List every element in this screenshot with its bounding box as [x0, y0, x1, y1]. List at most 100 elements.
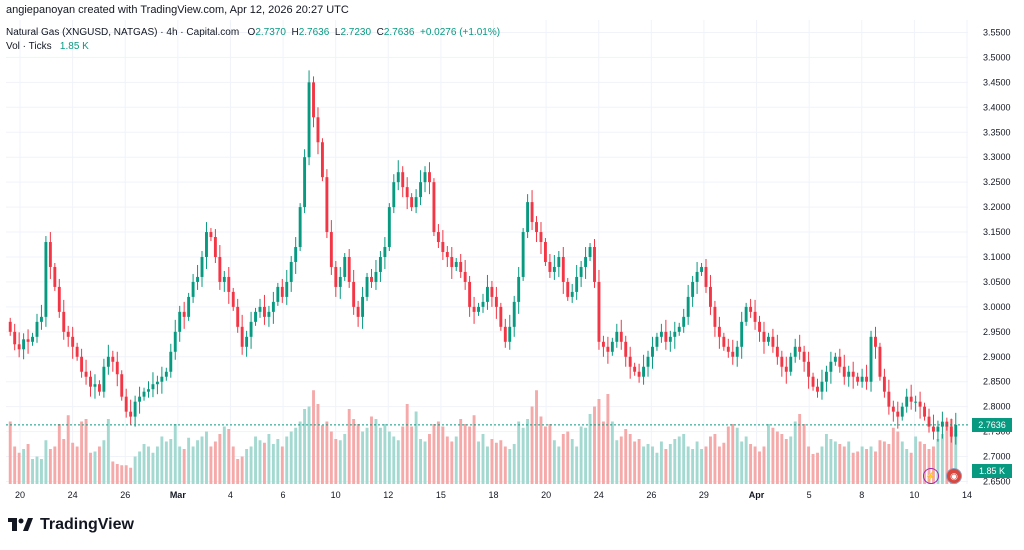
candle-body: [325, 177, 329, 233]
volume-bar: [370, 416, 373, 484]
y-tick-label: 3.1000: [983, 252, 1011, 262]
x-tick-label: Mar: [170, 490, 187, 500]
volume-bar: [378, 427, 382, 484]
candle-body: [552, 266, 556, 272]
volume-bar: [664, 449, 668, 484]
volume-bar: [753, 446, 757, 484]
candle-body: [874, 336, 877, 347]
candle-body: [722, 336, 726, 347]
candle-body: [909, 396, 913, 402]
candle-body: [869, 336, 873, 382]
volume-bar: [298, 421, 302, 484]
candle-body: [147, 389, 150, 392]
volume-bar: [205, 431, 208, 484]
candle-body: [245, 336, 249, 347]
candle-body: [419, 182, 423, 198]
candle-body: [97, 384, 101, 392]
volume-bar: [325, 421, 329, 484]
volume-bar: [842, 446, 846, 484]
lightning-icon[interactable]: ⚡: [923, 468, 939, 484]
x-tick-label: 24: [68, 490, 78, 500]
candle-body: [816, 386, 819, 392]
volume-bar: [570, 439, 574, 484]
volume-bar: [26, 444, 30, 484]
candle-body: [17, 344, 21, 350]
candle-body: [334, 266, 338, 287]
volume-bar: [173, 424, 177, 484]
candle-body: [633, 366, 637, 372]
candle-body: [740, 321, 744, 347]
volume-bar: [923, 444, 926, 484]
legend-change: +0.0276 (+1.01%): [419, 27, 501, 38]
legend-volume-label[interactable]: Vol · Ticks: [6, 41, 52, 52]
volume-bar: [89, 452, 92, 484]
volume-bar: [254, 436, 257, 484]
candle-body: [40, 316, 43, 322]
candle-body: [905, 396, 909, 407]
candle-body: [856, 376, 860, 382]
candle-body: [512, 301, 516, 327]
volume-bar: [633, 441, 637, 484]
candle-body: [80, 356, 84, 372]
y-tick-label: 3.5000: [983, 52, 1011, 62]
candle-body: [659, 331, 663, 337]
time-axis[interactable]: 20 24 26 Mar 4 6 10 12 15 18 20 24 26 29 Apr 5 8 10 14: [15, 490, 972, 500]
candle-body: [222, 276, 226, 282]
volume-bar: [758, 451, 761, 484]
volume-bar: [151, 452, 155, 484]
volume-bar: [584, 427, 588, 484]
candle-body: [436, 232, 440, 243]
volume-bar: [543, 426, 547, 484]
candle-body: [838, 356, 842, 367]
candle-body: [347, 256, 351, 282]
candle-body: [254, 311, 257, 322]
volume-bar: [588, 414, 592, 484]
candle-body: [428, 172, 431, 183]
volume-bar: [236, 459, 240, 484]
candle-body: [312, 82, 315, 118]
candle-body: [26, 339, 30, 342]
candle-body: [891, 406, 895, 412]
volume-bar: [80, 421, 84, 484]
y-tick-label: 3.5500: [983, 27, 1011, 37]
volume-bar: [218, 434, 222, 484]
volume-bar: [726, 426, 730, 484]
us-flag-icon[interactable]: ◉: [946, 468, 962, 484]
volume-bar: [196, 440, 200, 484]
candle-body: [120, 374, 124, 397]
candle-body: [133, 401, 137, 417]
chart-legend: Natural Gas (XNGUSD, NATGAS) · 4h · Capi…: [6, 26, 500, 54]
last-price-tag: 2.7636: [972, 418, 1012, 432]
candle-body: [798, 346, 802, 352]
volume-bar: [878, 440, 882, 484]
candle-body: [35, 321, 39, 337]
volume-bar: [316, 404, 320, 484]
tradingview-logo[interactable]: TradingView: [8, 516, 134, 534]
volume-bar: [31, 459, 34, 484]
candle-body: [539, 232, 543, 243]
volume-bar: [874, 451, 877, 484]
x-tick-label: 4: [228, 490, 233, 500]
legend-symbol-row: Natural Gas (XNGUSD, NATGAS) · 4h · Capi…: [6, 26, 500, 40]
legend-symbol[interactable]: Natural Gas (XNGUSD, NATGAS) · 4h · Capi…: [6, 27, 240, 38]
candle-body: [8, 321, 12, 332]
candle-body: [811, 376, 815, 387]
candle-body: [445, 252, 449, 257]
volume-bar: [285, 436, 289, 484]
volume-bar: [651, 446, 654, 484]
legend-open-value: 2.7370: [255, 27, 286, 38]
price-axis[interactable]: 3.5500 3.5000 3.4500 3.4000 3.3500 3.3000 3.25…: [983, 27, 1011, 486]
candle-body: [499, 306, 503, 327]
candle-body: [53, 266, 57, 287]
volume-bar: [164, 441, 168, 484]
volume-bar: [838, 444, 842, 484]
candle-body: [588, 247, 592, 257]
volume-bar: [548, 424, 552, 484]
candle-body: [13, 331, 17, 345]
candle-body: [138, 396, 142, 402]
candle-body: [468, 281, 472, 307]
volume-bar: [624, 429, 628, 484]
volume-bar: [508, 449, 512, 484]
volume-bar: [147, 446, 150, 484]
